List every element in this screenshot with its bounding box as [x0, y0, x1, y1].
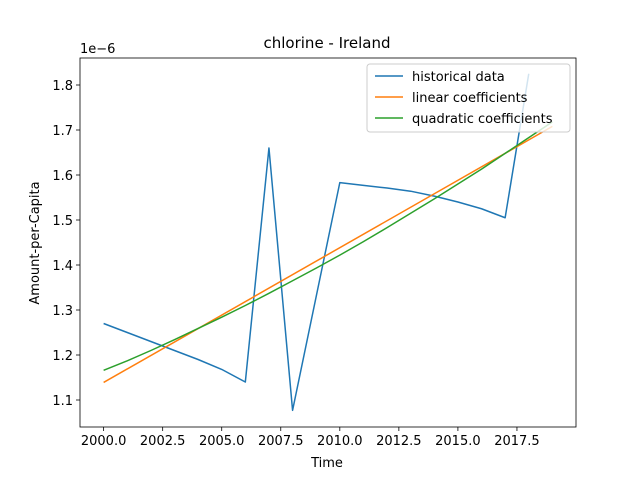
y-tick-label: 1.6 [52, 169, 73, 184]
y-tick-label: 1.7 [52, 124, 73, 139]
x-tick-label: 2000.0 [81, 434, 127, 449]
y-axis-label: Amount-per-Capita [28, 181, 43, 304]
x-tick-label: 2015.0 [435, 434, 481, 449]
chart-title: chlorine - Ireland [264, 34, 391, 52]
legend-entry-2: quadratic coefficients [412, 112, 553, 127]
axes-frame [79, 57, 577, 428]
legend-entry-0: historical data [412, 70, 505, 85]
y-tick-label: 1.5 [52, 214, 73, 229]
y-tick-label: 1.2 [52, 349, 73, 364]
x-tick-label: 2010.0 [317, 434, 363, 449]
series-line-1 [103, 125, 553, 384]
x-tick-label: 2017.5 [494, 434, 540, 449]
legend-entry-1: linear coefficients [412, 91, 528, 106]
y-tick-label: 1.3 [52, 304, 73, 319]
x-tick-label: 2005.0 [199, 434, 245, 449]
series-line-0 [103, 73, 530, 412]
y-axis-scale-label: 1e−6 [80, 42, 115, 57]
y-tick-label: 1.1 [52, 394, 73, 409]
y-tick-label: 1.4 [52, 259, 73, 274]
x-axis-label: Time [310, 456, 343, 471]
y-tick-label: 1.8 [52, 79, 73, 94]
x-tick-label: 2012.5 [376, 434, 422, 449]
x-tick-label: 2007.5 [258, 434, 304, 449]
legend-box [366, 63, 571, 133]
plot-area: 2000.0 2002.5 2005.0 2007.5 2010.0 2012.5 2015… [52, 57, 577, 449]
series-line-2 [103, 121, 553, 371]
x-tick-label: 2002.5 [140, 434, 186, 449]
